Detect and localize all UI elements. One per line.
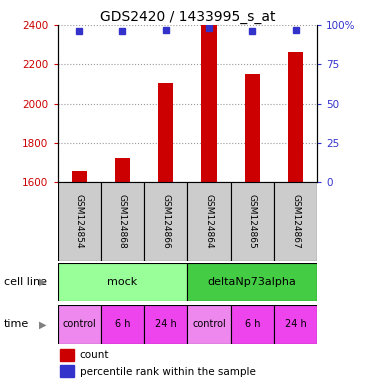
Bar	[187, 182, 231, 261]
Text: 6 h: 6 h	[115, 319, 130, 329]
Text: time: time	[4, 319, 29, 329]
Text: control: control	[192, 319, 226, 329]
Bar	[201, 25, 217, 182]
Bar	[245, 74, 260, 182]
Text: count: count	[79, 350, 109, 360]
Text: GSM124867: GSM124867	[291, 194, 300, 249]
Bar	[60, 349, 75, 361]
Bar	[158, 83, 173, 182]
Bar	[231, 305, 274, 344]
Bar	[144, 305, 187, 344]
Bar	[58, 263, 187, 301]
Bar	[58, 305, 101, 344]
Bar	[101, 182, 144, 261]
Bar	[288, 51, 303, 182]
Text: control: control	[62, 319, 96, 329]
Text: cell line: cell line	[4, 277, 47, 287]
Text: 24 h: 24 h	[155, 319, 177, 329]
Text: GSM124865: GSM124865	[248, 194, 257, 249]
Bar	[115, 158, 130, 182]
Bar	[231, 182, 274, 261]
Bar	[274, 182, 317, 261]
Bar	[187, 305, 231, 344]
Text: GSM124854: GSM124854	[75, 194, 83, 249]
Text: GSM124866: GSM124866	[161, 194, 170, 249]
Text: mock: mock	[107, 277, 138, 287]
Text: 6 h: 6 h	[244, 319, 260, 329]
Text: 24 h: 24 h	[285, 319, 306, 329]
Text: deltaNp73alpha: deltaNp73alpha	[208, 277, 297, 287]
Bar	[72, 170, 87, 182]
Bar	[58, 182, 101, 261]
Bar	[101, 305, 144, 344]
Text: GSM124868: GSM124868	[118, 194, 127, 249]
Text: ▶: ▶	[39, 277, 46, 287]
Bar	[60, 365, 75, 377]
Bar	[274, 305, 317, 344]
Bar	[187, 263, 317, 301]
Title: GDS2420 / 1433995_s_at: GDS2420 / 1433995_s_at	[99, 10, 275, 24]
Text: GSM124864: GSM124864	[204, 194, 213, 249]
Bar	[144, 182, 187, 261]
Text: percentile rank within the sample: percentile rank within the sample	[79, 366, 256, 377]
Text: ▶: ▶	[39, 319, 46, 329]
